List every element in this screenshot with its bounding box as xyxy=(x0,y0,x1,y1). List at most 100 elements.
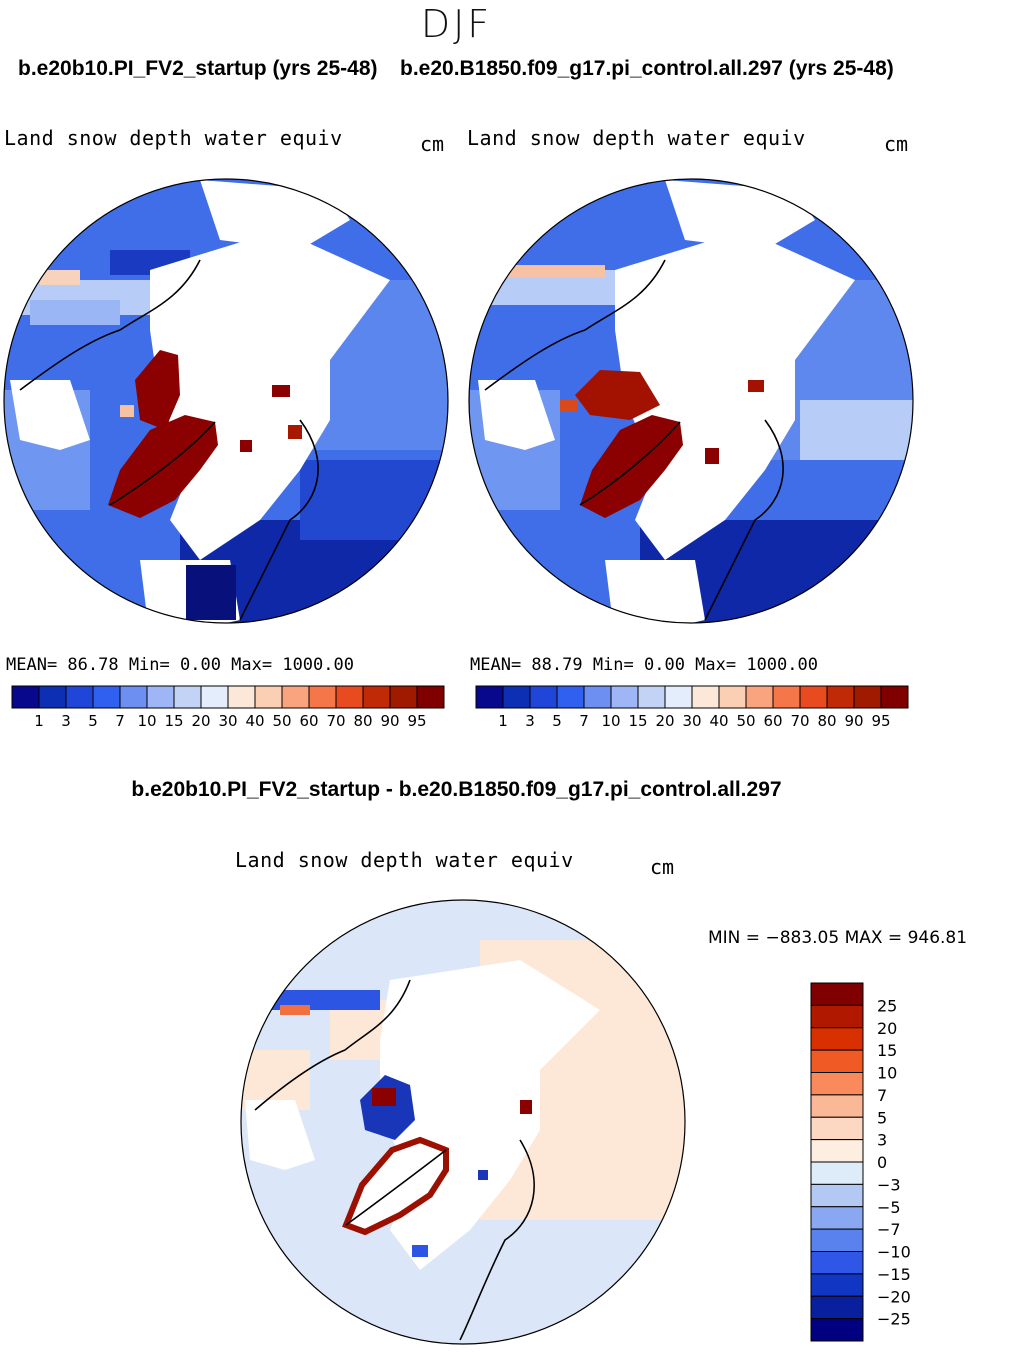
colorbar-tick-label: 30 xyxy=(682,712,701,730)
colorbar-tick-label: 90 xyxy=(380,712,399,730)
colorbar-swatch xyxy=(308,685,337,709)
colorbar-swatch xyxy=(810,1318,864,1342)
colorbar-swatch xyxy=(810,1251,864,1275)
colorbar-swatch xyxy=(227,685,256,709)
colorbar-tick-label: 1 xyxy=(498,712,508,730)
colorbar-swatch xyxy=(745,685,774,709)
colorbar-tick-label: 5 xyxy=(88,712,98,730)
colorbar-swatch xyxy=(11,685,40,709)
panel1-stats: MEAN= 86.78 Min= 0.00 Max= 1000.00 xyxy=(6,655,354,675)
colorbar-swatch xyxy=(362,685,391,709)
colorbar-tick-label: 20 xyxy=(191,712,210,730)
colorbar-tick-label: 20 xyxy=(655,712,674,730)
colorbar-tick-label: 10 xyxy=(137,712,156,730)
colorbar-tick-label: −10 xyxy=(877,1243,911,1262)
colorbar-swatch xyxy=(810,1004,864,1029)
colorbar-swatch xyxy=(475,685,504,709)
colorbar-swatch xyxy=(718,685,747,709)
colorbar-tick-label: 3 xyxy=(525,712,535,730)
colorbar-swatch xyxy=(810,1027,864,1051)
colorbar-tick-label: 70 xyxy=(790,712,809,730)
colorbar-swatch xyxy=(810,1094,864,1118)
colorbar-swatch xyxy=(529,685,558,709)
colorbar-swatch xyxy=(173,685,202,709)
colorbar-tick-label: −25 xyxy=(877,1310,911,1329)
colorbar-tick-label: 0 xyxy=(877,1153,887,1172)
colorbar-tick-label: 7 xyxy=(115,712,125,730)
colorbar-tick-label: 50 xyxy=(272,712,291,730)
case2-title: b.e20.B1850.f09_g17.pi_control.all.297 (… xyxy=(400,57,894,80)
colorbar-swatch xyxy=(810,1116,864,1141)
colorbar-tick-label: 1 xyxy=(34,712,44,730)
colorbar-swatch xyxy=(810,1161,864,1185)
colorbar-tick-label: 80 xyxy=(353,712,372,730)
colorbar-swatch xyxy=(610,685,639,709)
colorbar-tick-label: 80 xyxy=(817,712,836,730)
colorbar-swatch xyxy=(799,685,828,709)
panel2-variable-label: Land snow depth water equiv xyxy=(467,126,806,150)
colorbar-tick-label: 10 xyxy=(601,712,620,730)
colorbar-swatch xyxy=(119,685,148,709)
difference-title: b.e20b10.PI_FV2_startup - b.e20.B1850.f0… xyxy=(131,778,782,801)
case1-title: b.e20b10.PI_FV2_startup (yrs 25-48) xyxy=(18,57,378,80)
colorbar-swatch xyxy=(880,685,909,709)
colorbar-case2: 1 3 5 7 10 15 20 30 40 50 60 70 80 90 95 xyxy=(475,685,909,730)
colorbar-case1: 1 3 5 7 10 15 20 30 40 50 60 70 80 90 95 xyxy=(11,685,445,730)
difference-minmax: MIN = −883.05 MAX = 946.81 xyxy=(708,928,968,948)
colorbar-swatch xyxy=(254,685,283,709)
colorbar-tick-label: 3 xyxy=(877,1131,887,1150)
colorbar-swatch xyxy=(810,1049,864,1073)
colorbar-swatch xyxy=(92,685,121,709)
colorbar-swatch xyxy=(389,685,418,709)
colorbar-difference: 25 20 15 10 7 5 3 0 −3 −5 −7 −10 −15 −20 −25 xyxy=(810,982,911,1342)
colorbar-swatch xyxy=(853,685,882,709)
colorbar-swatch xyxy=(810,1183,864,1208)
colorbar-tick-label: 60 xyxy=(763,712,782,730)
colorbar-swatch xyxy=(691,685,720,709)
colorbar-tick-label: 10 xyxy=(877,1064,897,1083)
colorbar-tick-label: 15 xyxy=(628,712,647,730)
colorbar-tick-label: 30 xyxy=(218,712,237,730)
colorbar-tick-label: 70 xyxy=(326,712,345,730)
colorbar-swatch xyxy=(637,685,666,709)
colorbar-tick-label: 50 xyxy=(736,712,755,730)
colorbar-swatch xyxy=(664,685,693,709)
panel1-unit: cm xyxy=(420,132,445,156)
colorbar-tick-label: 3 xyxy=(61,712,71,730)
colorbar-swatch xyxy=(416,685,445,709)
colorbar-tick-label: 95 xyxy=(407,712,426,730)
colorbar-swatch xyxy=(810,1072,864,1096)
colorbar-swatch xyxy=(772,685,801,709)
colorbar-swatch xyxy=(810,1295,864,1320)
colorbar-swatch xyxy=(146,685,175,709)
colorbar-tick-label: 40 xyxy=(245,712,264,730)
colorbar-swatch xyxy=(502,685,531,709)
panel3-unit: cm xyxy=(650,855,675,879)
colorbar-swatch xyxy=(583,685,612,709)
colorbar-tick-label: −3 xyxy=(877,1175,901,1194)
colorbar-tick-label: 95 xyxy=(871,712,890,730)
colorbar-tick-label: 15 xyxy=(877,1041,897,1060)
colorbar-tick-label: 5 xyxy=(552,712,562,730)
panel2-stats: MEAN= 88.79 Min= 0.00 Max= 1000.00 xyxy=(470,655,818,675)
colorbar-tick-label: −20 xyxy=(877,1287,911,1306)
panel2-unit: cm xyxy=(884,132,909,156)
panel1-variable-label: Land snow depth water equiv xyxy=(4,126,343,150)
colorbar-swatch xyxy=(200,685,229,709)
polar-map-case2 xyxy=(468,178,914,624)
panel3-variable-label: Land snow depth water equiv xyxy=(235,848,574,872)
colorbar-swatch xyxy=(65,685,94,709)
colorbar-swatch xyxy=(556,685,585,709)
colorbar-tick-label: 7 xyxy=(579,712,589,730)
colorbar-swatch xyxy=(826,685,855,709)
colorbar-swatch xyxy=(38,685,67,709)
polar-map-case1 xyxy=(3,178,449,624)
colorbar-tick-label: 60 xyxy=(299,712,318,730)
colorbar-tick-label: 90 xyxy=(844,712,863,730)
colorbar-tick-label: −15 xyxy=(877,1265,911,1284)
colorbar-swatch xyxy=(335,685,364,709)
colorbar-tick-label: −5 xyxy=(877,1198,901,1217)
colorbar-tick-label: 7 xyxy=(877,1086,887,1105)
polar-map-difference xyxy=(240,899,686,1345)
colorbar-swatch xyxy=(810,982,864,1006)
